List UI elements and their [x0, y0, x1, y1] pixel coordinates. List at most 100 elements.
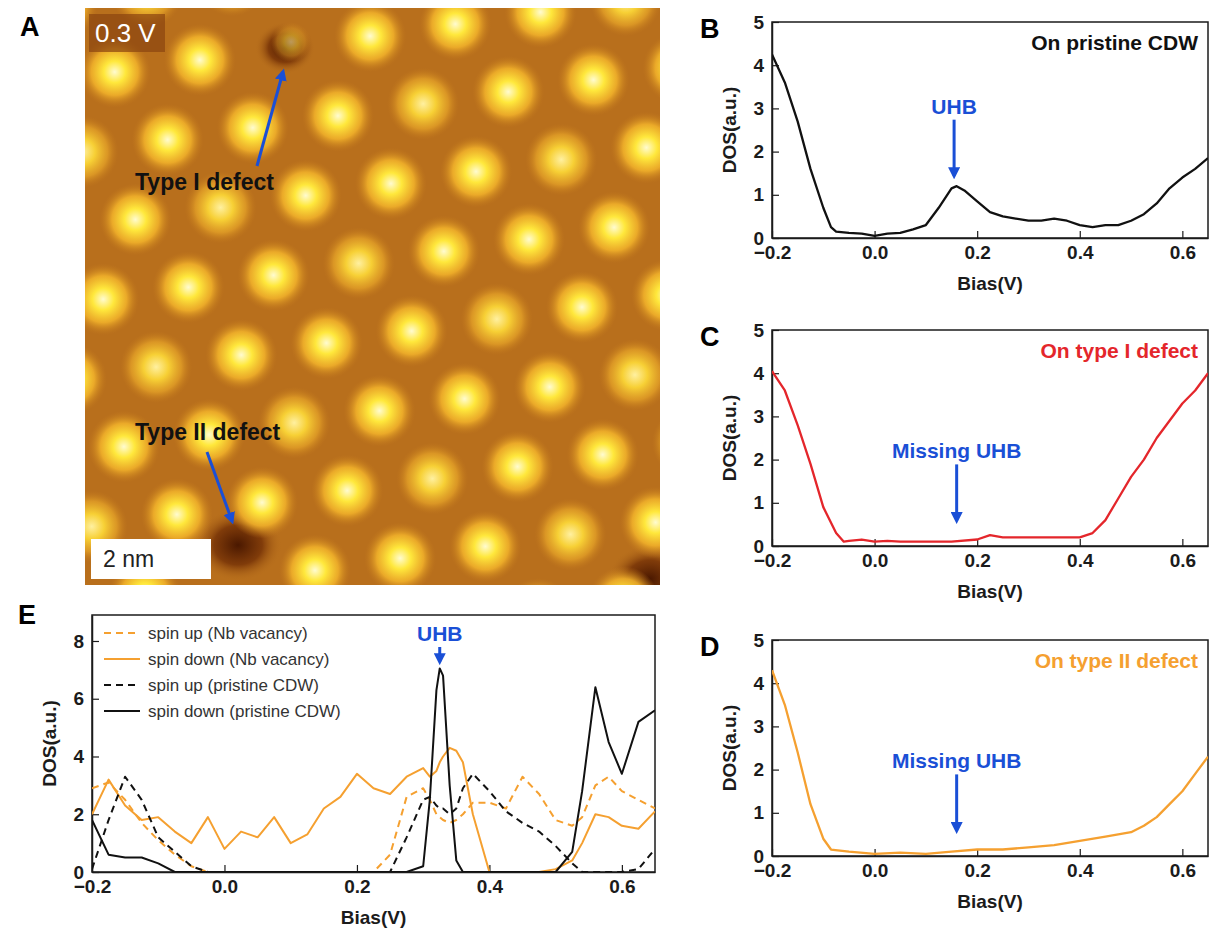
- stm-blob: [419, 8, 491, 60]
- y-tick: 3: [753, 716, 779, 737]
- x-tick-label: 0.2: [964, 242, 990, 263]
- x-tick: 0.6: [1170, 849, 1196, 881]
- scale-bar-label: 2 nm: [103, 546, 154, 572]
- legend-swatch: [104, 684, 140, 686]
- x-tick-label: 0.2: [964, 860, 990, 881]
- stm-blob: [120, 331, 192, 403]
- stm-blob: [440, 136, 512, 208]
- defect-label: Type I defect: [135, 169, 274, 195]
- x-tick-mark: [224, 865, 225, 872]
- legend-item: spin down (Nb vacancy): [104, 650, 329, 669]
- y-tick-mark: [772, 726, 779, 727]
- y-tick-mark: [92, 699, 99, 700]
- stm-blob: [643, 32, 660, 104]
- stm-blob: [387, 68, 459, 140]
- y-tick: 6: [73, 688, 99, 709]
- stm-blob: [396, 443, 468, 515]
- legend-swatch: [104, 710, 140, 712]
- x-tick-label: 0.2: [964, 550, 990, 571]
- stm-blob: [196, 8, 268, 16]
- y-axis: 012345: [753, 630, 779, 867]
- y-tick: 5: [753, 320, 779, 341]
- data-line: [92, 668, 655, 872]
- stm-blob: [85, 195, 86, 267]
- y-tick-mark: [772, 856, 779, 857]
- x-tick: 0.4: [1067, 539, 1094, 571]
- annotation-label: Missing UHB: [892, 749, 1022, 772]
- x-tick-label: 0.6: [609, 876, 635, 897]
- y-tick-mark: [772, 503, 779, 504]
- y-tick-mark: [772, 813, 779, 814]
- x-tick: 0.2: [964, 849, 990, 881]
- y-tick-mark: [772, 769, 779, 770]
- y-tick: 3: [753, 98, 779, 119]
- stm-blob: [334, 8, 406, 72]
- x-axis: −0.20.00.20.40.6: [754, 539, 1209, 571]
- stm-blob: [85, 343, 107, 415]
- y-tick-label: 5: [753, 630, 764, 651]
- panel-line-chart: −0.20.00.20.40.6012345Bias(V)DOS(a.u.)On…: [700, 630, 1209, 912]
- stm-blob: [461, 283, 533, 355]
- legend-label: spin up (Nb vacancy): [148, 624, 308, 643]
- panel-title: On type II defect: [1035, 649, 1198, 672]
- data-line: [92, 774, 655, 872]
- y-tick-mark: [92, 641, 99, 642]
- x-tick-label: 0.6: [1170, 550, 1196, 571]
- annotation: UHB: [931, 95, 977, 176]
- stm-blob: [493, 203, 565, 275]
- stm-blob: [85, 263, 139, 335]
- stm-blob: [620, 486, 660, 558]
- y-tick: 2: [753, 759, 779, 780]
- y-axis: 012345: [753, 12, 779, 249]
- y-tick: 2: [753, 141, 779, 162]
- x-tick-label: 0.4: [1067, 242, 1094, 263]
- annotation-arrow: [955, 774, 958, 830]
- stm-blob: [502, 578, 574, 585]
- y-tick-label: 5: [753, 12, 764, 33]
- panel-line-chart: −0.20.00.20.40.602468Bias(V)DOS(a.u.)UHB…: [18, 600, 656, 928]
- stm-blob: [85, 116, 118, 188]
- y-tick-label: 2: [753, 759, 764, 780]
- y-axis: 012345: [753, 320, 779, 557]
- stm-blob: [631, 259, 660, 331]
- y-tick-mark: [92, 756, 99, 757]
- stm-defect-blob: [271, 22, 311, 62]
- plot-frame: [92, 615, 655, 872]
- y-tick-label: 4: [73, 746, 84, 767]
- y-tick: 0: [73, 862, 99, 883]
- stm-blob: [587, 566, 659, 585]
- stm-blob: [482, 431, 554, 503]
- x-axis-title: Bias(V): [957, 891, 1022, 912]
- annotation-label: Missing UHB: [892, 439, 1022, 462]
- stm-blob: [311, 455, 383, 527]
- stm-blob: [599, 339, 660, 411]
- panel-title: On pristine CDW: [1031, 31, 1198, 54]
- bias-patch: [89, 14, 165, 52]
- stm-blob: [610, 112, 660, 184]
- x-tick-label: 0.6: [1170, 860, 1196, 881]
- y-tick: 8: [73, 631, 99, 652]
- y-tick-label: 0: [753, 228, 764, 249]
- stm-blob: [323, 227, 395, 299]
- y-tick-label: 2: [753, 449, 764, 470]
- x-tick-mark: [1182, 539, 1183, 546]
- y-tick-label: 1: [753, 184, 764, 205]
- plot-frame: [772, 640, 1208, 856]
- y-tick-label: 3: [753, 98, 764, 119]
- stm-image: [85, 8, 660, 585]
- data-line: [92, 777, 655, 872]
- y-tick-mark: [772, 195, 779, 196]
- stm-blob: [270, 160, 342, 232]
- y-tick: 2: [753, 449, 779, 470]
- stm-blob: [504, 8, 576, 48]
- stm-blob: [279, 534, 351, 585]
- x-tick-label: 0.0: [862, 550, 888, 571]
- stm-pit: [255, 22, 315, 74]
- x-tick: 0.2: [344, 865, 370, 897]
- y-tick-label: 3: [753, 406, 764, 427]
- y-tick-mark: [772, 640, 779, 641]
- plot-frame: [772, 22, 1208, 238]
- y-tick-label: 2: [73, 804, 84, 825]
- y-tick-mark: [772, 152, 779, 153]
- y-tick-mark: [772, 546, 779, 547]
